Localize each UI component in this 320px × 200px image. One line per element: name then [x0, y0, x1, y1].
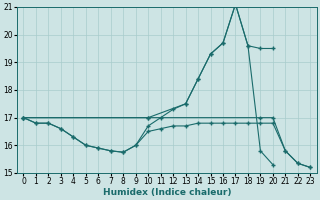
X-axis label: Humidex (Indice chaleur): Humidex (Indice chaleur) — [103, 188, 231, 197]
